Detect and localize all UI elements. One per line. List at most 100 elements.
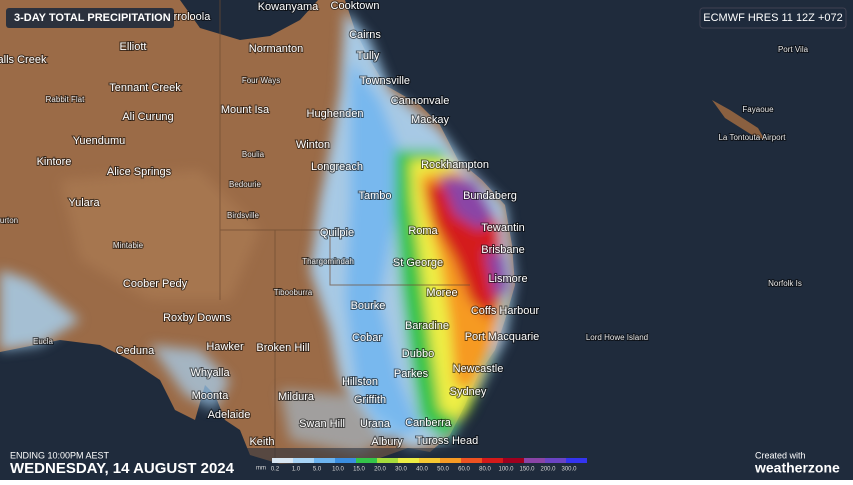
place-label: Winton — [296, 139, 330, 151]
credit: Created with — [755, 450, 806, 460]
footer-band — [0, 448, 853, 480]
legend-swatch — [440, 458, 461, 463]
new-caledonia — [712, 100, 765, 140]
place-label: urton — [0, 216, 18, 225]
legend-label: 100.0 — [498, 467, 514, 473]
place-label: Tuross Head — [416, 435, 479, 447]
legend-swatch — [356, 458, 377, 463]
legend-swatch — [545, 458, 566, 463]
place-label: Ali Curung — [122, 111, 173, 123]
place-label: Port Vila — [778, 45, 809, 54]
place-label: Four Ways — [242, 76, 280, 85]
legend-label: 300.0 — [561, 467, 577, 473]
place-label: Baradine — [405, 320, 449, 332]
place-label: Keith — [249, 436, 274, 448]
place-label: Ceduna — [116, 345, 155, 357]
place-label: Swan Hill — [299, 418, 345, 430]
place-label: Brisbane — [481, 244, 524, 256]
place-label: rroloola — [174, 11, 212, 23]
place-label: Birdsville — [227, 211, 260, 220]
legend-label: 10.0 — [332, 467, 344, 473]
place-label: alls Creek — [0, 54, 47, 66]
legend-label: 1.0 — [292, 467, 301, 473]
place-label: Cobar — [352, 332, 382, 344]
place-label: Quilpie — [320, 227, 354, 239]
state-borders — [219, 0, 470, 460]
place-label: Bourke — [351, 300, 386, 312]
place-label: Thargomindah — [302, 257, 354, 266]
legend-label: 40.0 — [416, 467, 428, 473]
place-label: Urana — [360, 418, 391, 430]
place-label: Hawker — [206, 341, 244, 353]
place-label: Sydney — [450, 386, 487, 398]
place-label: Mintabie — [113, 241, 144, 250]
place-label: St George — [393, 257, 443, 269]
place-label: Kintore — [37, 156, 72, 168]
place-label: Rockhampton — [421, 159, 489, 171]
place-label: Moonta — [192, 390, 230, 402]
place-label: Norfolk Is — [768, 279, 802, 288]
place-label: Broken Hill — [256, 342, 309, 354]
legend-label: 5.0 — [313, 467, 322, 473]
place-label: Kowanyama — [258, 1, 319, 13]
place-label: Longreach — [311, 161, 363, 173]
legend-label: 150.0 — [519, 467, 535, 473]
place-label: Bedourie — [229, 180, 262, 189]
place-label: Roxby Downs — [163, 312, 231, 324]
legend-label: 15.0 — [353, 467, 365, 473]
place-label: Cairns — [349, 29, 381, 41]
legend-swatch — [503, 458, 524, 463]
legend-swatch — [482, 458, 503, 463]
legend-swatch — [272, 458, 293, 463]
place-label: Mildura — [278, 391, 315, 403]
legend-label: 200.0 — [540, 467, 556, 473]
place-label: Mackay — [411, 114, 449, 126]
place-label: Coffs Harbour — [471, 305, 540, 317]
legend-swatch — [398, 458, 419, 463]
place-label: Normanton — [249, 43, 303, 55]
legend-swatch — [461, 458, 482, 463]
place-label: Whyalla — [190, 367, 230, 379]
legend-label: 60.0 — [458, 467, 470, 473]
model: ECMWF HRES 11 12Z +072 — [703, 12, 842, 24]
place-label: Yulara — [68, 197, 100, 209]
legend-unit: mm — [256, 466, 266, 472]
place-label: Alice Springs — [107, 166, 172, 178]
place-label: Elliott — [120, 41, 147, 53]
title-box — [6, 8, 174, 28]
place-label: Lord Howe Island — [586, 333, 648, 342]
legend-label: 50.0 — [437, 467, 449, 473]
legend-swatch — [293, 458, 314, 463]
legend-label: 80.0 — [479, 467, 491, 473]
place-label: Cooktown — [331, 0, 380, 12]
place-label: Tambo — [358, 190, 391, 202]
place-label: Tibooburra — [274, 288, 313, 297]
place-label: Tewantin — [481, 222, 524, 234]
legend-label: 20.0 — [374, 467, 386, 473]
place-label: Tully — [357, 50, 380, 62]
legend-swatch — [377, 458, 398, 463]
model-box — [699, 7, 847, 29]
place-label: Parkes — [394, 368, 429, 380]
legend-label: 30.0 — [395, 467, 407, 473]
place-label: Coober Pedy — [123, 278, 188, 290]
place-label: Hillston — [342, 376, 378, 388]
rain — [0, 10, 515, 455]
legend-swatch — [524, 458, 545, 463]
place-label: Mount Isa — [221, 104, 270, 116]
brand: weatherzone — [754, 460, 840, 476]
place-label: Hughenden — [307, 108, 364, 120]
place-label: Eucla — [33, 337, 54, 346]
legend-swatch — [419, 458, 440, 463]
place-label: Adelaide — [208, 409, 251, 421]
legend-label: 0.2 — [271, 467, 280, 473]
place-label: Boulia — [242, 150, 265, 159]
place-label: Lismore — [488, 273, 527, 285]
ending: ENDING 10:00PM AEST — [10, 450, 110, 460]
place-label: Roma — [408, 225, 438, 237]
land-tone — [60, 170, 260, 300]
place-label: Albury — [371, 436, 403, 448]
place-label: La Tontouta Airport — [718, 133, 786, 142]
